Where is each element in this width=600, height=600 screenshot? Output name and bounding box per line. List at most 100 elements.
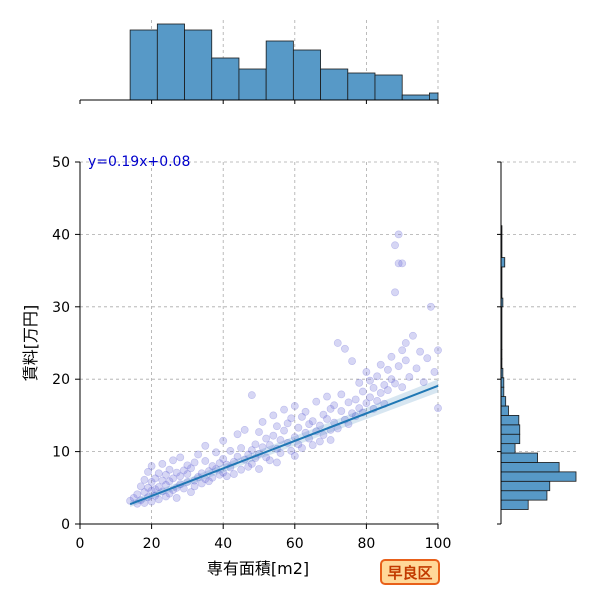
scatter-point [391,288,399,297]
scatter-point [376,360,385,369]
scatter-point [237,465,245,474]
scatter-point [262,434,271,443]
scatter-point [255,428,263,436]
x-histogram-bar [156,23,185,101]
scatter-point [169,456,177,465]
scatter-point [323,415,331,423]
scatter-point [140,488,149,497]
y-histogram-bar [500,443,516,454]
scatter-point [154,495,163,504]
ward-name-badge: 早良区 [380,559,440,585]
scatter-point [183,470,192,478]
scatter-point [362,368,371,376]
scatter-point [165,465,174,474]
scatter-point [315,421,324,430]
x-tick-label: 80 [357,536,375,552]
y-tick-label: 0 [61,517,70,533]
scatter-point [355,404,364,413]
scatter-point [280,405,288,414]
x-histogram-bar [211,57,240,101]
scatter-point [187,464,195,473]
scatter-point [272,458,281,467]
y-histogram-bar [500,414,520,426]
scatter-point [287,446,296,455]
scatter-point [162,481,170,489]
scatter-point [394,259,403,268]
y-histogram-bar [500,396,507,407]
x-histogram-bar [320,68,349,101]
scatter-point [383,386,392,394]
scatter-point [269,431,278,440]
x-tick-label: 40 [214,536,232,552]
scatter-point [226,446,235,455]
scatter-point [176,453,185,462]
scatter-point [366,393,374,402]
scatter-point [144,467,152,476]
y-histogram-bar [500,452,538,463]
scatter-point [219,436,228,445]
scatter-point [215,470,224,479]
y-marginal-histogram [500,225,577,510]
scatter-point [176,472,185,481]
scatter-point [165,477,174,486]
y-histogram-bar [500,490,548,501]
scatter-point [373,372,382,381]
scatter-point [412,364,421,373]
scatter-point [344,398,353,407]
scatter-point [269,411,278,420]
regression-line [129,384,439,506]
scatter-point [315,437,324,446]
scatter-point [287,414,296,423]
scatter-point [312,397,321,406]
scatter-point [416,347,424,356]
scatter-point [158,476,167,485]
scatter-point [212,448,220,457]
scatter-point [276,436,285,444]
scatter-point [172,494,181,502]
scatter-point [201,457,210,465]
scatter-point [172,468,181,477]
scatter-point [144,483,152,492]
scatter-point [294,440,303,449]
scatter-point [247,446,256,455]
scatter-point [398,259,407,268]
x-tick-label: 100 [425,536,452,552]
scatter-point [136,482,145,491]
scatter-point [323,392,331,401]
scatter-point [147,478,156,486]
x-histogram-bar [184,29,213,101]
regression-fit [129,379,439,508]
scatter-point [151,485,160,494]
scatter-point [391,379,399,388]
scatter-point [204,477,213,486]
scatter-point [301,407,310,416]
scatter-point [387,375,396,384]
scatter-point [147,497,156,506]
x-histogram-bar [238,68,267,101]
y-histogram-bar [500,424,521,435]
scatter-point [337,390,346,399]
y-tick-label: 50 [52,155,70,171]
scatter-point [405,373,414,381]
scatter-point [308,417,317,426]
scatter-point [240,425,249,434]
x-histogram-bar [292,49,321,101]
scatter-point [319,410,328,419]
y-histogram-bar [500,257,506,268]
scatter-point [208,462,217,470]
scatter-point [391,241,399,250]
scatter-point [434,346,442,355]
scatter-point [154,483,163,491]
regression-equation-label: y=0.19x+0.08 [88,154,190,170]
scatter-point [140,475,149,484]
scatter-point [398,383,407,392]
scatter-point [190,482,199,491]
scatter-point [230,470,238,478]
x-histogram-bar [429,92,439,101]
axes [75,99,502,529]
scatter-point [187,488,195,497]
scatter-point [294,423,303,432]
scatter-point [215,459,224,468]
x-tick-label: 0 [76,536,85,552]
